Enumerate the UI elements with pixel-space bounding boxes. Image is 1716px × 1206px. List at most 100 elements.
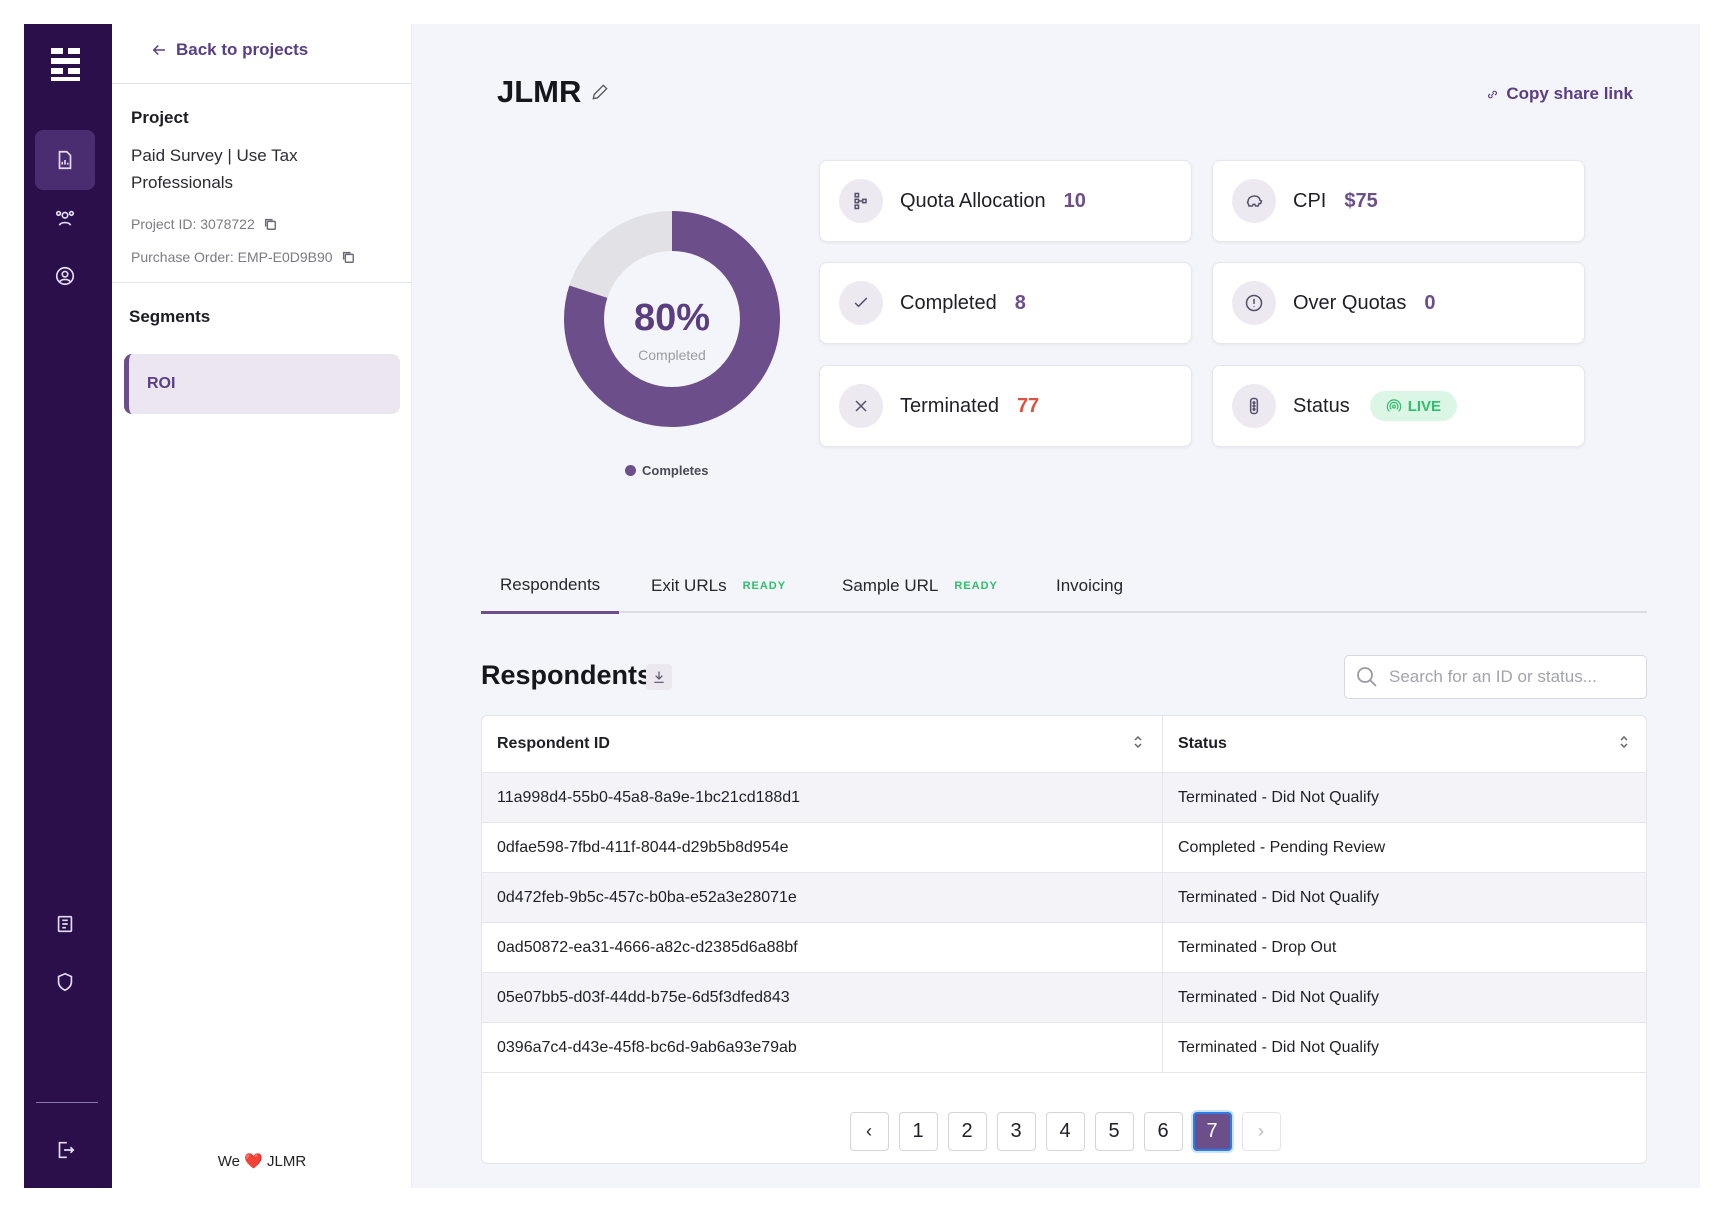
tab-sample-url[interactable]: Sample URL READY	[842, 559, 998, 613]
footer-prefix: We	[217, 1153, 241, 1170]
download-button[interactable]	[646, 664, 672, 690]
page-title: JLMR	[497, 74, 582, 109]
back-to-projects-link[interactable]: Back to projects	[150, 40, 308, 60]
page-4-button[interactable]: 4	[1045, 1112, 1085, 1151]
page-6-button[interactable]: 6	[1143, 1112, 1183, 1151]
copy-icon[interactable]	[341, 250, 355, 264]
page-1-button[interactable]: 1	[898, 1112, 938, 1151]
respondent-id-cell: 0396a7c4-d43e-45f8-bc6d-9ab6a93e79ab	[482, 1023, 1163, 1072]
purchase-order: Purchase Order: EMP-E0D9B90	[131, 249, 333, 265]
rail-divider	[36, 1102, 98, 1103]
logout-button[interactable]	[35, 1120, 95, 1180]
search-input[interactable]	[1389, 667, 1639, 687]
stat-value: 10	[1063, 189, 1086, 212]
completion-donut: 80% Completed	[562, 209, 782, 429]
segment-item-roi[interactable]: ROI	[124, 354, 400, 414]
user-circle-icon	[55, 266, 75, 286]
stat-label: Status	[1293, 394, 1350, 417]
shield-icon	[57, 972, 73, 992]
status-cell: Terminated - Did Not Qualify	[1178, 788, 1379, 806]
tab-label: Respondents	[500, 575, 601, 594]
rail-projects-button[interactable]	[35, 130, 95, 190]
prev-page-button[interactable]: ‹	[849, 1112, 889, 1151]
page-7-button[interactable]: 7	[1192, 1112, 1232, 1151]
purchase-order-row: Purchase Order: EMP-E0D9B90	[131, 249, 355, 265]
download-icon	[654, 671, 664, 683]
project-name: Paid Survey | Use Tax Professionals	[131, 146, 298, 192]
logout-icon	[58, 1141, 75, 1159]
tab-exit-urls[interactable]: Exit URLs READY	[651, 559, 786, 613]
tab-label: Invoicing	[1056, 576, 1124, 595]
status-badge: LIVE	[1369, 391, 1458, 421]
rail-account-button[interactable]	[35, 246, 95, 306]
status-cell: Completed - Pending Review	[1178, 838, 1386, 856]
donut-legend: Completes	[625, 463, 708, 478]
column-header-respondent-id[interactable]: Respondent ID	[482, 716, 1163, 772]
x-icon	[839, 384, 883, 428]
stat-value: 0	[1424, 291, 1436, 314]
project-sidebar: Back to projects Project Paid Survey | U…	[112, 24, 412, 1188]
tab-label: Exit URLs	[651, 576, 727, 595]
table-row[interactable]: 05e07bb5-d03f-44dd-b75e-6d5f3dfed843 Ter…	[482, 973, 1646, 1023]
brand-logo-icon[interactable]	[46, 44, 86, 84]
table-header-row: Respondent ID Status	[482, 716, 1646, 773]
page-2-button[interactable]: 2	[947, 1112, 987, 1151]
donut-chart	[564, 211, 780, 427]
stat-value: 8	[1014, 291, 1026, 314]
status-value: LIVE	[1407, 397, 1442, 415]
share-label: Copy share link	[1506, 84, 1633, 103]
check-icon	[839, 281, 883, 325]
project-id: Project ID: 3078722	[131, 216, 255, 232]
column-header-status[interactable]: Status	[1163, 716, 1646, 772]
donut-percent: 80%	[633, 297, 711, 339]
table-row[interactable]: 11a998d4-55b0-45a8-8a9e-1bc21cd188d1 Ter…	[482, 773, 1646, 823]
search-icon	[1357, 667, 1377, 687]
rail-team-button[interactable]	[35, 188, 95, 248]
page-3-button[interactable]: 3	[996, 1112, 1036, 1151]
rail-security-button[interactable]	[35, 952, 95, 1012]
next-page-button[interactable]: ›	[1241, 1112, 1281, 1151]
traffic-light-icon	[1232, 384, 1276, 428]
status-cell: Terminated - Did Not Qualify	[1178, 1038, 1379, 1056]
tab-respondents[interactable]: Respondents	[481, 559, 620, 614]
app-window: Back to projects Project Paid Survey | U…	[24, 24, 1700, 1188]
respondent-id-cell: 11a998d4-55b0-45a8-8a9e-1bc21cd188d1	[482, 773, 1163, 822]
stat-label: Terminated	[900, 394, 999, 417]
tab-bar: Respondents Exit URLs READY Sample URL R…	[481, 559, 1647, 614]
piggy-bank-icon	[1232, 179, 1276, 223]
respondents-table: Respondent ID Status 11a998d4-55b0-45a8-…	[481, 715, 1647, 1164]
status-cell: Terminated - Did Not Qualify	[1178, 988, 1379, 1006]
stat-label: Completed	[900, 291, 997, 314]
respondent-id-cell: 0d472feb-9b5c-457c-b0ba-e52a3e28071e	[482, 873, 1163, 922]
copy-share-link-button[interactable]: Copy share link	[1485, 84, 1633, 104]
status-card: Status LIVE	[1212, 365, 1585, 447]
project-heading: Project	[131, 108, 189, 127]
stat-label: CPI	[1293, 189, 1327, 212]
table-row[interactable]: 0ad50872-ea31-4666-a82c-d2385d6a88bf Ter…	[482, 923, 1646, 973]
stat-value: $75	[1344, 189, 1378, 212]
table-row[interactable]: 0396a7c4-d43e-45f8-bc6d-9ab6a93e79ab Ter…	[482, 1023, 1646, 1073]
status-cell: Terminated - Did Not Qualify	[1178, 888, 1379, 906]
segments-heading: Segments	[129, 307, 211, 326]
column-label: Status	[1178, 735, 1227, 752]
table-row[interactable]: 0dfae598-7fbd-411f-8044-d29b5b8d954e Com…	[482, 823, 1646, 873]
book-icon	[57, 915, 73, 933]
stat-value: 77	[1016, 394, 1040, 417]
hierarchy-icon	[839, 179, 883, 223]
cpi-card: CPI $75	[1212, 160, 1585, 242]
tab-invoicing[interactable]: Invoicing	[1056, 559, 1123, 613]
respondent-id-cell: 0dfae598-7fbd-411f-8044-d29b5b8d954e	[482, 823, 1163, 872]
broadcast-icon	[1386, 399, 1401, 412]
over-quotas-card: Over Quotas 0	[1212, 262, 1585, 344]
search-box	[1344, 655, 1647, 699]
copy-icon[interactable]	[263, 217, 277, 231]
document-chart-icon	[58, 150, 72, 170]
table-row[interactable]: 0d472feb-9b5c-457c-b0ba-e52a3e28071e Ter…	[482, 873, 1646, 923]
terminated-card: Terminated 77	[819, 365, 1192, 447]
page-5-button[interactable]: 5	[1094, 1112, 1134, 1151]
completed-card: Completed 8	[819, 262, 1192, 344]
respondent-id-cell: 05e07bb5-d03f-44dd-b75e-6d5f3dfed843	[482, 973, 1163, 1022]
rail-docs-button[interactable]	[35, 894, 95, 954]
edit-title-button[interactable]	[590, 82, 616, 108]
project-id-row: Project ID: 3078722	[131, 216, 277, 232]
